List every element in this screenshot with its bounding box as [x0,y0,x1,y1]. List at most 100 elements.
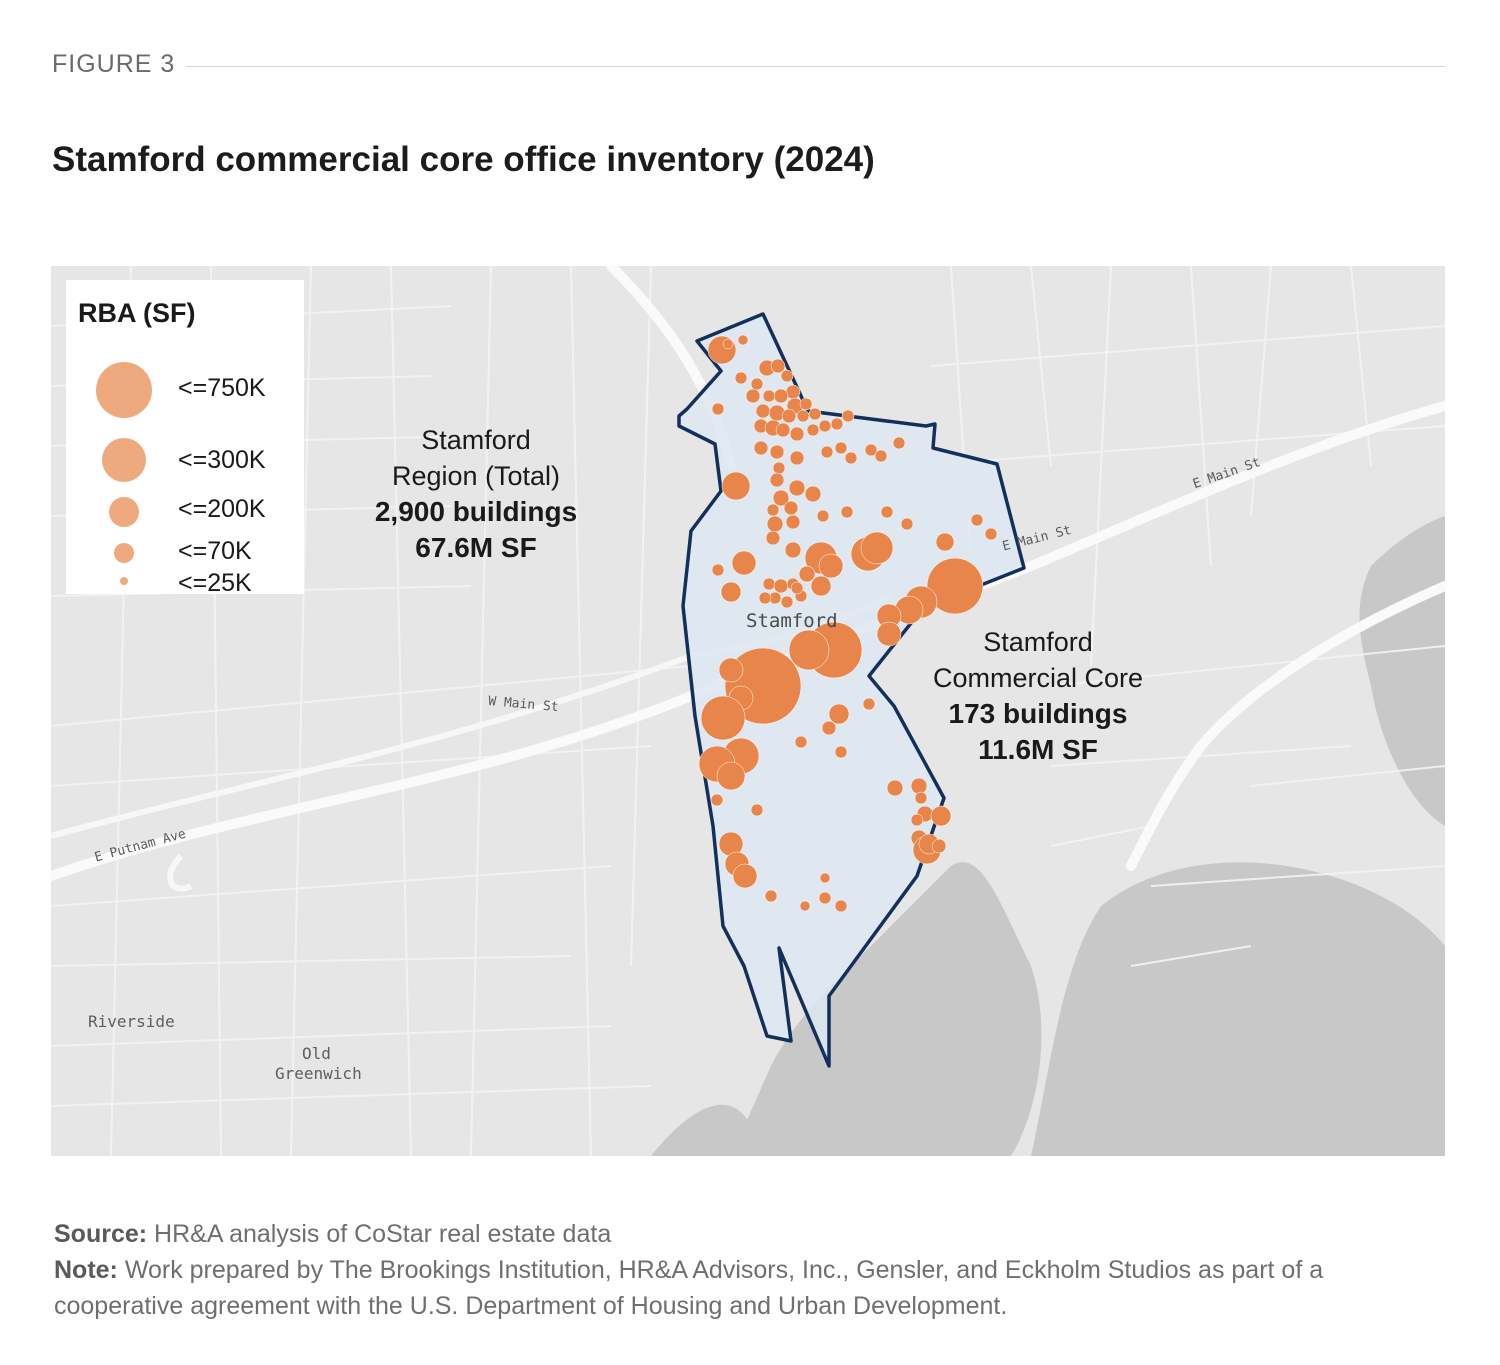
office-building-bubble [799,900,811,912]
source-label: Source: [54,1220,148,1248]
office-building-bubble [785,514,801,530]
place-label-old: Old [302,1044,331,1063]
office-building-bubble [769,472,785,488]
office-building-bubble [810,575,832,597]
office-building-bubble [772,461,786,475]
office-building-bubble [926,557,984,615]
office-building-bubble [780,369,794,383]
office-building-bubble [772,489,790,507]
office-building-bubble [984,527,998,541]
office-building-bubble [770,358,786,374]
note-text: Work prepared by The Brookings Instituti… [54,1256,1324,1320]
office-building-bubble [876,621,902,647]
office-building-bubble [841,409,855,423]
office-building-bubble [750,803,764,817]
office-building-bubble [781,408,797,424]
office-building-bubble [819,872,831,884]
office-building-bubble [806,423,820,437]
office-building-bubble [789,450,805,466]
office-building-bubble [784,541,802,559]
office-building-bubble [769,444,785,460]
office-building-bubble [828,703,850,725]
note-label: Note: [54,1256,118,1284]
office-building-bubble [758,591,772,605]
core-line2: Commercial Core [932,663,1144,693]
office-building-bubble [874,449,888,463]
office-building-bubbles [698,334,998,913]
office-building-bubble [794,735,808,749]
office-building-bubble [844,451,858,465]
legend: RBA (SF) <=750K <=300K <=200K <=70K <=25… [66,280,304,597]
office-building-bubble [788,629,830,671]
office-building-bubble [762,389,776,403]
commercial-core-boundary [677,312,1026,1068]
office-building-bubble [718,657,744,683]
figure-label: FIGURE 3 [52,50,176,78]
office-building-bubble [766,503,780,517]
office-building-bubble [753,440,769,456]
core-annotation: Stamford Commercial Core 173 buildings 1… [913,624,1163,768]
office-building-bubble [773,388,789,404]
office-building-bubble [914,791,928,805]
place-label-greenwich: Greenwich [275,1064,362,1083]
office-building-bubble [931,838,947,854]
footer: Source: HR&A analysis of CoStar real est… [54,1216,1454,1324]
office-building-bubble [788,479,806,497]
legend-label-25k: <=25K [178,569,252,597]
office-building-bubble [750,377,764,391]
water [651,516,1445,1156]
office-building-bubble [818,553,844,579]
office-building-bubble [816,509,830,523]
legend-title: RBA (SF) [78,298,196,328]
legend-label-200k: <=200K [178,495,266,523]
office-building-bubble [834,745,848,759]
office-building-bubble [789,426,805,442]
office-building-bubble [700,695,746,741]
core-buildings: 173 buildings [948,698,1128,729]
legend-dot-750k [96,362,152,418]
office-building-bubble [790,581,804,595]
legend-label-300k: <=300K [178,446,266,474]
office-building-bubble [820,445,834,459]
note-line: Note: Work prepared by The Brookings Ins… [54,1252,1454,1324]
office-building-bubble [755,403,771,419]
office-building-bubble [783,500,799,516]
map[interactable]: RBA (SF) <=750K <=300K <=200K <=70K <=25… [51,266,1445,1156]
office-building-bubble [880,505,894,519]
office-building-bubble [840,505,854,519]
office-building-bubble [707,335,737,365]
office-building-bubble [721,471,751,501]
office-building-bubble [720,581,742,603]
office-building-bubble [808,407,822,421]
office-building-bubble [745,388,761,404]
map-canvas [51,266,1445,1156]
legend-dot-200k [109,497,139,527]
office-building-bubble [711,402,725,416]
office-building-bubble [818,419,832,433]
office-building-bubble [892,436,906,450]
office-building-bubble [860,531,894,565]
region-annotation: Stamford Region (Total) 2,900 buildings … [351,422,601,566]
office-building-bubble [821,720,837,736]
office-building-bubble [765,530,781,546]
office-building-bubble [773,578,789,594]
office-building-bubble [766,515,784,533]
office-building-bubble [834,899,848,913]
office-building-bubble [798,565,816,583]
office-building-bubble [970,513,984,527]
place-label-stamford: Stamford [746,610,838,632]
office-building-bubble [886,779,904,797]
office-building-bubble [799,397,813,411]
source-line: Source: HR&A analysis of CoStar real est… [54,1216,1454,1252]
figure-rule [186,66,1445,67]
office-building-bubble [732,863,758,889]
region-line2: Region (Total) [391,461,561,491]
office-building-bubble [711,563,725,577]
office-building-bubble [710,793,724,807]
office-building-bubble [722,338,734,350]
office-building-bubble [762,577,776,591]
office-building-bubble [775,422,791,438]
office-building-bubble [780,595,794,609]
figure-title: Stamford commercial core office inventor… [52,140,875,179]
office-building-bubble [864,443,878,457]
